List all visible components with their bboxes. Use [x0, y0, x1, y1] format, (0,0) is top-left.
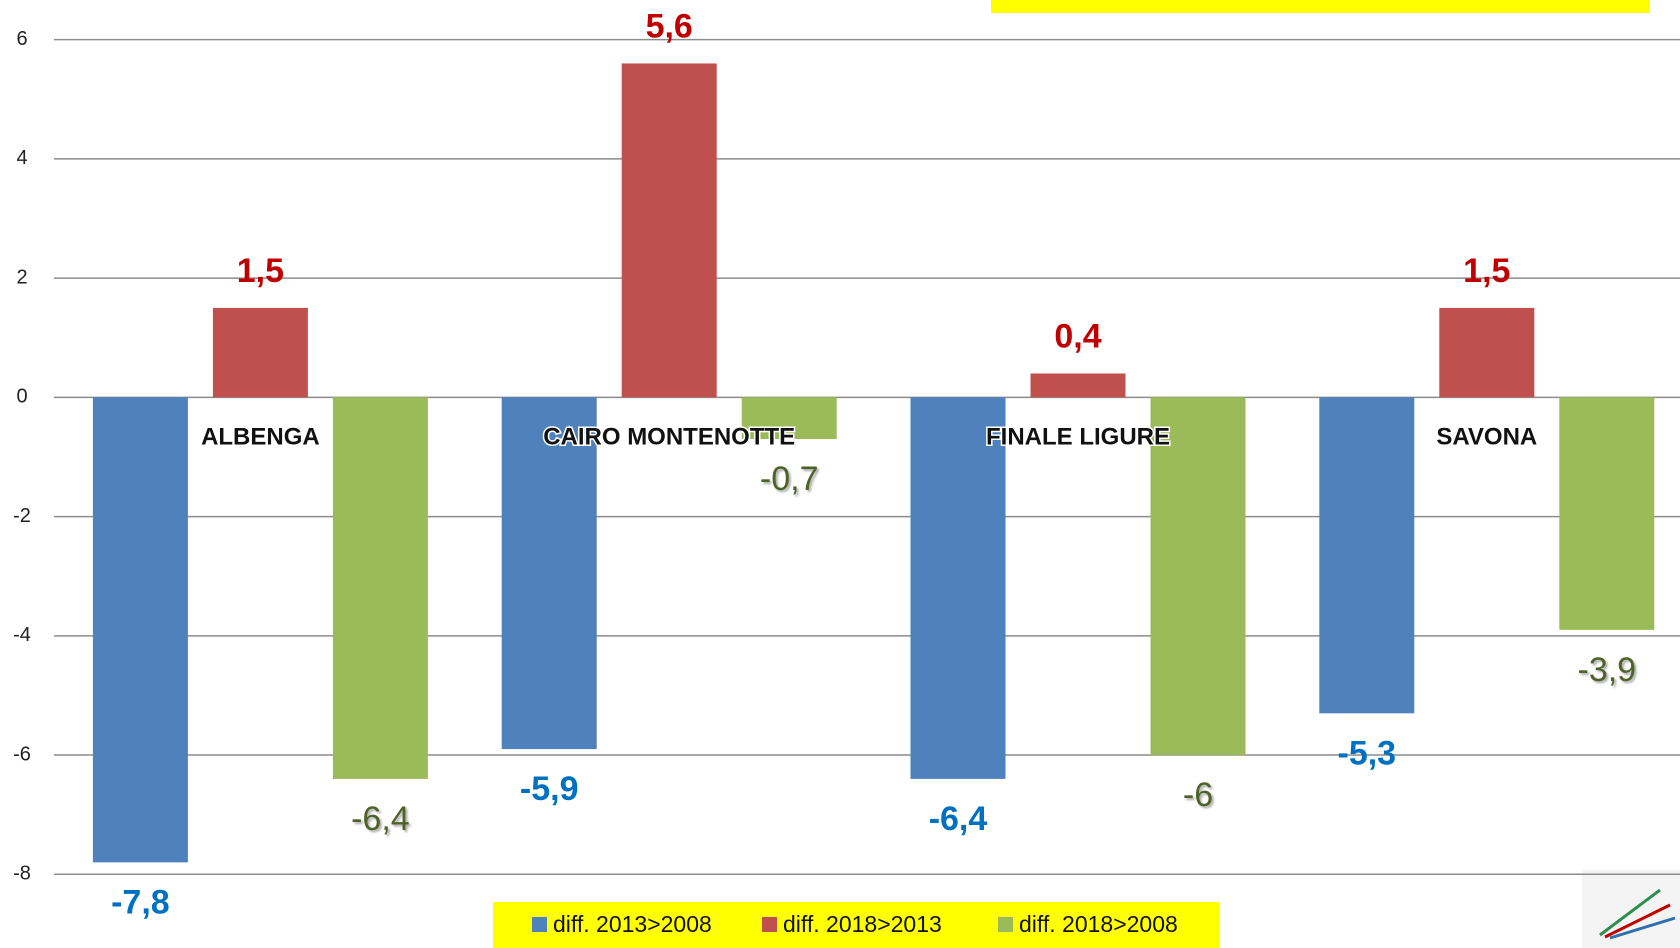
data-label: 1,5	[1463, 252, 1510, 290]
logo	[1582, 870, 1680, 948]
y-tick-label: -6	[13, 743, 31, 765]
data-label: -5,9	[520, 770, 579, 808]
x-tick-label: CAIRO MONTENOTTE	[543, 424, 795, 451]
bar	[1319, 397, 1415, 714]
bar	[212, 307, 308, 398]
data-label: 5,6	[646, 7, 693, 45]
legend-swatch	[762, 917, 777, 932]
y-tick-label: 0	[16, 386, 27, 408]
legend-label: diff. 2018>2008	[1019, 911, 1178, 937]
data-label: -3,9	[1578, 651, 1637, 689]
data-label: 1,5	[237, 252, 284, 290]
x-tick-label: FINALE LIGURE	[986, 424, 1170, 451]
data-label: 0,4	[1054, 317, 1101, 355]
bar	[1030, 373, 1126, 398]
data-label: -6,4	[351, 800, 410, 838]
y-tick-label: -4	[13, 624, 31, 646]
bar	[741, 397, 837, 440]
y-tick-label: -2	[13, 505, 31, 527]
banner	[991, 0, 1650, 13]
x-tick-label: SAVONA	[1436, 424, 1537, 451]
legend-box	[493, 902, 1219, 948]
x-tick-label: ALBENGA	[201, 424, 320, 451]
data-label: -6	[1183, 776, 1213, 814]
data-label: -0,7	[760, 460, 819, 498]
bar	[92, 397, 188, 863]
y-tick-label: 2	[16, 266, 27, 288]
legend-swatch	[532, 917, 547, 932]
data-label: -6,4	[929, 800, 988, 838]
bar	[621, 63, 717, 398]
bar	[1439, 307, 1535, 398]
legend-label: diff. 2018>2013	[783, 911, 942, 937]
y-tick-label: -8	[13, 863, 31, 885]
legend-swatch	[998, 917, 1013, 932]
bar	[1150, 397, 1246, 756]
bar	[332, 397, 428, 779]
data-label: -7,8	[111, 883, 170, 921]
bar	[910, 397, 1006, 779]
data-label: -5,3	[1338, 734, 1397, 772]
y-tick-label: 6	[16, 28, 27, 50]
bar	[1559, 397, 1655, 630]
legend-label: diff. 2013>2008	[553, 911, 712, 937]
bar	[501, 397, 597, 750]
y-tick-label: 4	[16, 147, 27, 169]
